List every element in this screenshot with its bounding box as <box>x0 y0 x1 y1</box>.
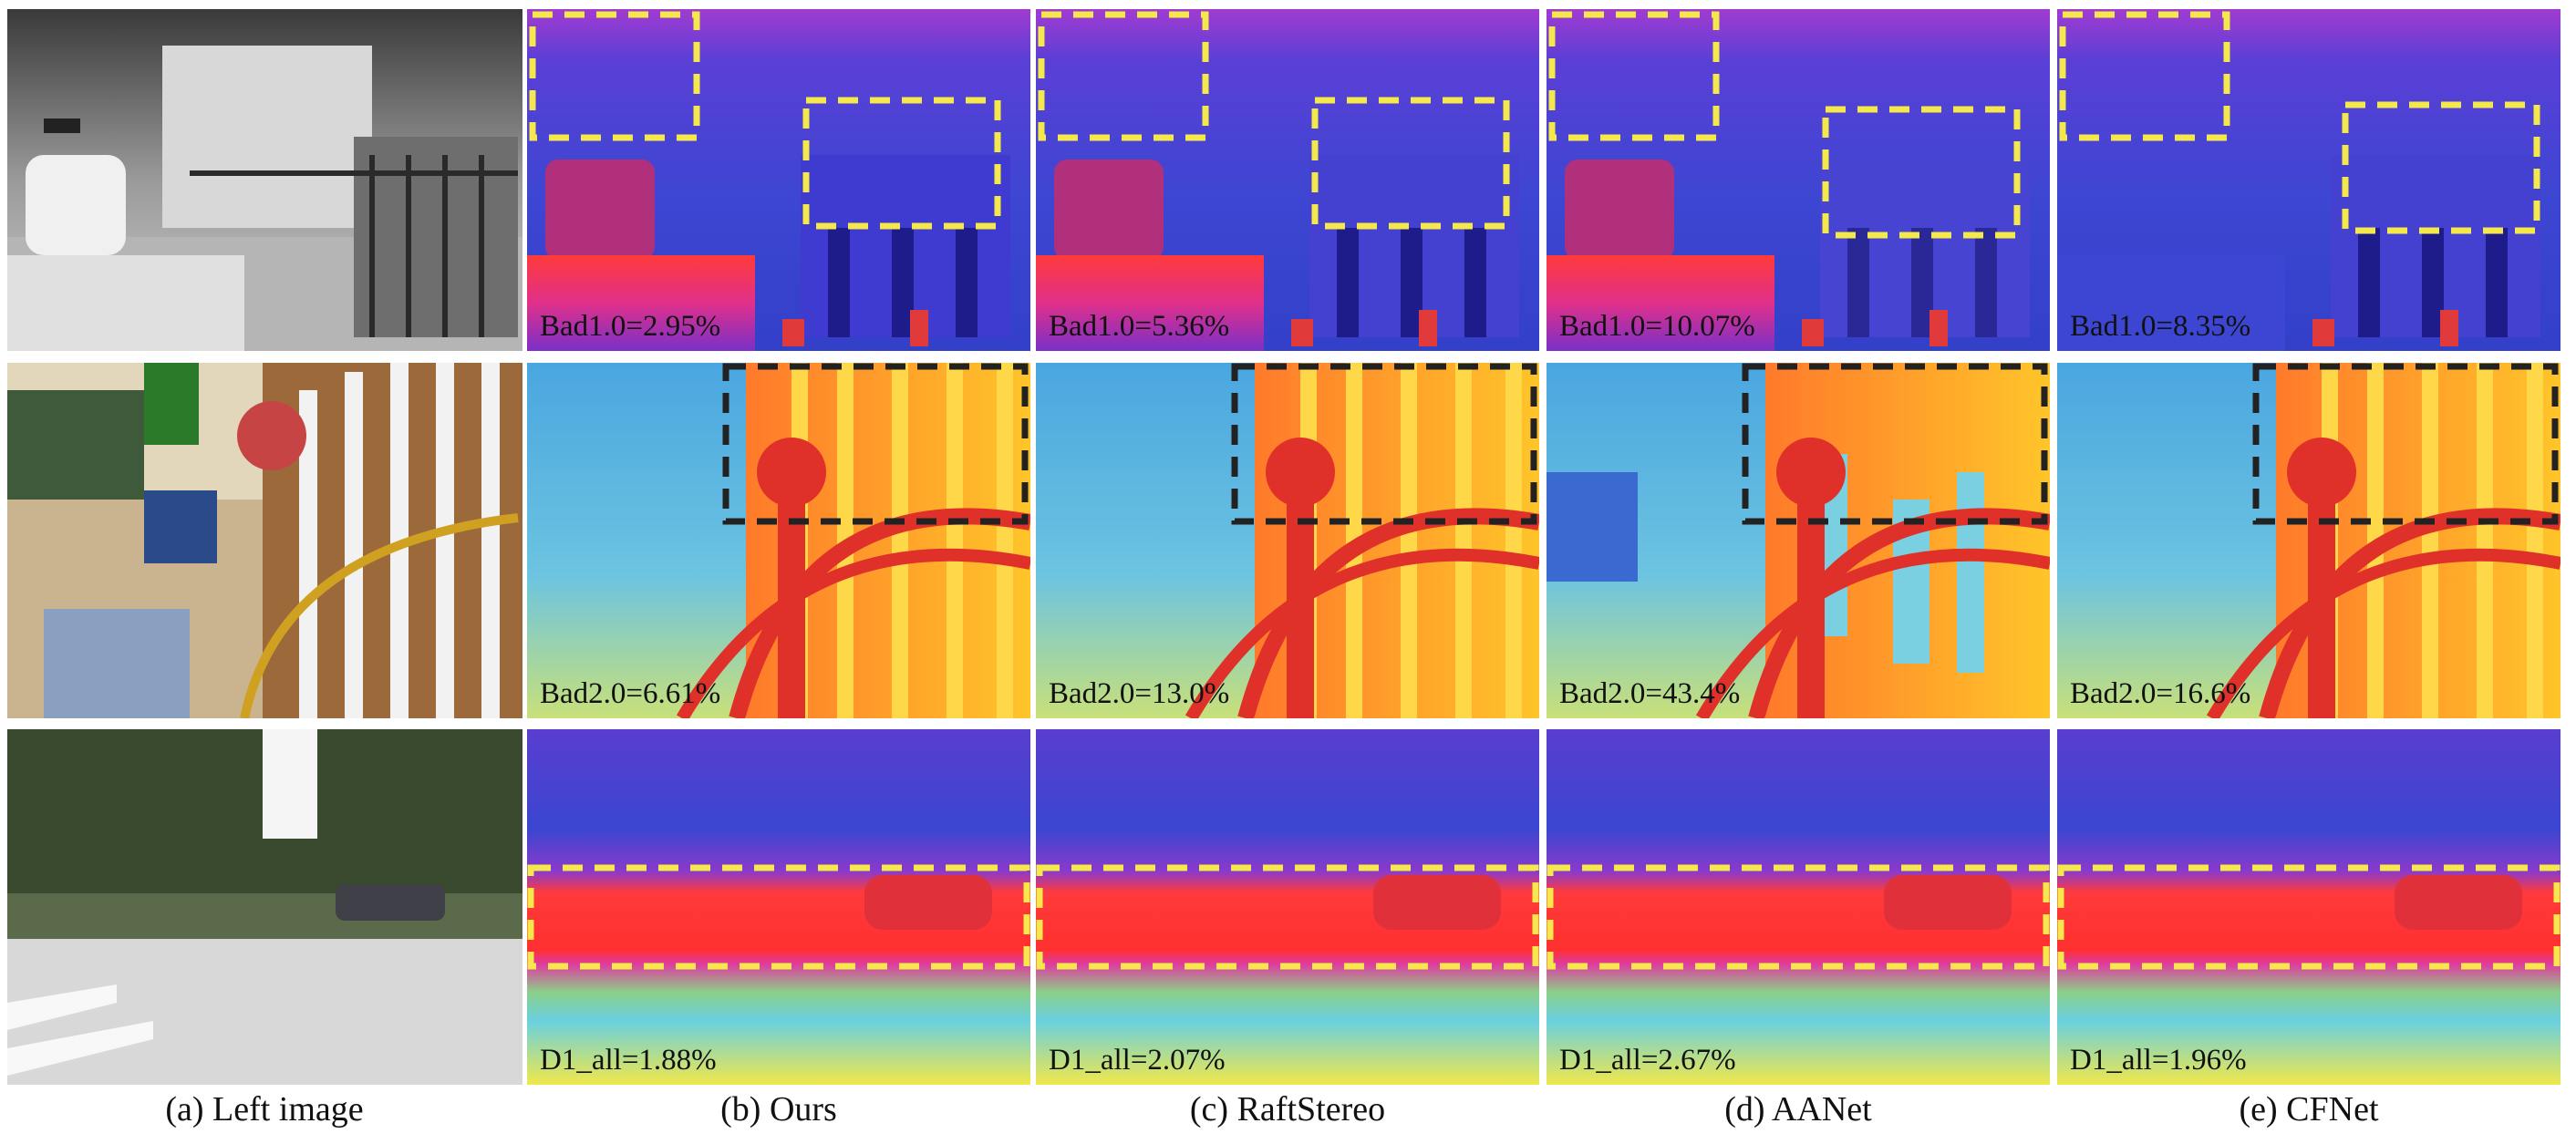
caption-raftstereo: (c) RaftStereo <box>1189 1090 1386 1129</box>
caption-aanet: (d) AANet <box>1724 1090 1872 1129</box>
highlight-boxes <box>1742 363 2048 525</box>
row3-ours-disparity: D1_all=1.88% <box>527 729 1030 1085</box>
row2-ours-disparity: Bad2.0=6.61% <box>527 363 1030 718</box>
highlight-boxes <box>2059 11 2540 234</box>
row2-aanet-disparity: Bad2.0=43.4% <box>1547 363 2050 718</box>
row2-cfnet-disparity: Bad2.0=16.6% <box>2057 363 2560 718</box>
row1-ours-disparity: Bad1.0=2.95% <box>527 9 1030 351</box>
highlight-boxes <box>1547 864 2050 970</box>
metric-label: Bad1.0=2.95% <box>540 310 721 343</box>
row2-raftstereo-disparity: Bad2.0=13.0% <box>1036 363 1539 718</box>
metric-label: Bad2.0=16.6% <box>2070 677 2251 710</box>
metric-label: D1_all=2.67% <box>1559 1044 1736 1077</box>
metric-label: Bad2.0=43.4% <box>1559 677 1741 710</box>
metric-label: D1_all=1.96% <box>2070 1044 2247 1077</box>
row1-cfnet-disparity: Bad1.0=8.35% <box>2057 9 2560 351</box>
metric-label: Bad2.0=6.61% <box>540 677 721 710</box>
caption-ours: (b) Ours <box>720 1090 837 1129</box>
highlight-boxes <box>1038 11 1510 230</box>
row3-left-image <box>7 729 522 1085</box>
metric-label: Bad1.0=5.36% <box>1049 310 1230 343</box>
caption-cfnet: (e) CFNet <box>2239 1090 2379 1129</box>
highlight-boxes <box>529 11 1001 230</box>
highlight-boxes <box>1548 11 2021 239</box>
highlight-boxes <box>722 363 1029 525</box>
metric-label: D1_all=2.07% <box>1049 1044 1226 1077</box>
row1-left-image <box>7 9 522 351</box>
row3-raftstereo-disparity: D1_all=2.07% <box>1036 729 1539 1085</box>
metric-label: Bad1.0=10.07% <box>1559 310 1755 343</box>
row1-aanet-disparity: Bad1.0=10.07% <box>1547 9 2050 351</box>
row1-raftstereo-disparity: Bad1.0=5.36% <box>1036 9 1539 351</box>
highlight-boxes <box>1231 363 1537 525</box>
row2-left-image <box>7 363 522 718</box>
highlight-boxes <box>527 864 1030 970</box>
highlight-boxes <box>2252 363 2559 525</box>
highlight-boxes <box>1036 864 1539 970</box>
row3-cfnet-disparity: D1_all=1.96% <box>2057 729 2560 1085</box>
row3-aanet-disparity: D1_all=2.67% <box>1547 729 2050 1085</box>
caption-left-image: (a) Left image <box>165 1090 364 1129</box>
metric-label: D1_all=1.88% <box>540 1044 717 1077</box>
metric-label: Bad2.0=13.0% <box>1049 677 1230 710</box>
metric-label: Bad1.0=8.35% <box>2070 310 2251 343</box>
highlight-boxes <box>2057 864 2560 970</box>
